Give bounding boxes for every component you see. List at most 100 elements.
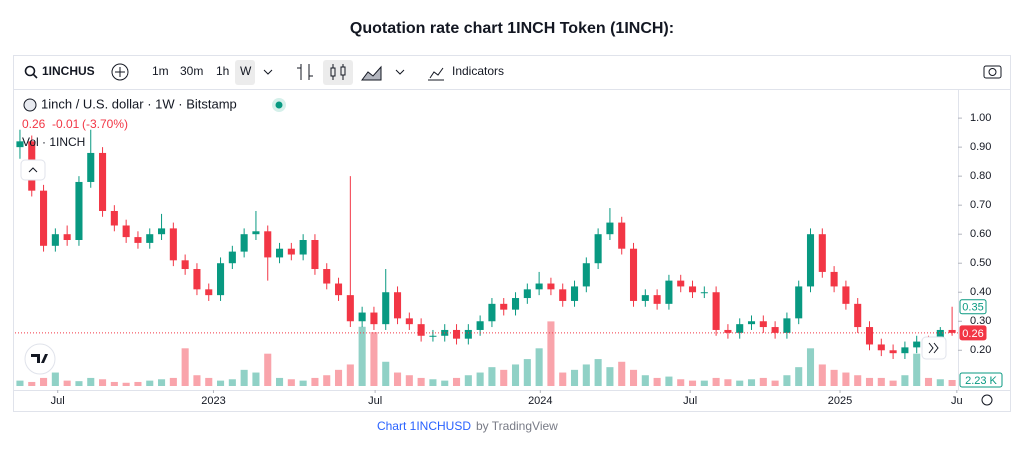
volume-bar bbox=[511, 364, 520, 386]
interval[interactable]: 1m bbox=[152, 64, 169, 78]
indicators-icon[interactable] bbox=[428, 67, 444, 81]
volume-bar bbox=[523, 359, 531, 386]
legend-symbol: 1inch / U.S. dollar · 1W · Bitstamp bbox=[41, 96, 237, 111]
candle-body bbox=[618, 222, 626, 249]
candle-body bbox=[606, 222, 614, 235]
symbol-logo bbox=[23, 98, 37, 112]
candle-body bbox=[712, 292, 720, 330]
page-title: Quotation rate chart 1INCH Token (1INCH)… bbox=[350, 20, 674, 37]
volume-bar bbox=[948, 379, 956, 386]
snapshot-icon[interactable] bbox=[983, 65, 1002, 79]
settings-icon[interactable] bbox=[981, 394, 993, 406]
volume-bar bbox=[889, 380, 897, 386]
footer-link[interactable]: Chart 1INCHUSD bbox=[377, 419, 471, 433]
volume-bar bbox=[158, 379, 166, 386]
volume-bar bbox=[594, 359, 602, 386]
price-tag bbox=[959, 299, 987, 315]
candle-body bbox=[16, 141, 24, 148]
candle-body bbox=[842, 286, 850, 304]
price-tag-label: 0.35 bbox=[962, 302, 983, 314]
candle-body bbox=[417, 324, 425, 336]
candle-body bbox=[747, 321, 756, 325]
scroll-icon bbox=[928, 342, 939, 354]
footer-by: by TradingView bbox=[476, 419, 558, 433]
candle-body bbox=[523, 289, 531, 299]
candle-body bbox=[63, 234, 71, 240]
volume-bar bbox=[370, 332, 378, 386]
candle-body bbox=[783, 318, 791, 333]
volume-bar bbox=[264, 353, 272, 386]
volume-bar bbox=[276, 377, 284, 386]
bar-type-icon[interactable] bbox=[297, 64, 313, 80]
volume-bar bbox=[641, 375, 649, 386]
volume-bar bbox=[75, 381, 83, 386]
dropdown[interactable] bbox=[263, 69, 273, 75]
candle-body bbox=[877, 344, 885, 351]
chart-type-bg bbox=[323, 60, 353, 85]
candle-body bbox=[205, 289, 213, 296]
volume-bar bbox=[559, 372, 567, 386]
indicators[interactable]: Indicators bbox=[452, 64, 504, 78]
legend-change-pct: (-3.70%) bbox=[82, 117, 128, 131]
volume-bar bbox=[287, 379, 295, 386]
area-icon[interactable] bbox=[361, 65, 382, 81]
search-icon[interactable] bbox=[24, 65, 36, 77]
scroll-button[interactable] bbox=[921, 336, 947, 360]
candle-body bbox=[334, 283, 343, 296]
candle-body bbox=[276, 248, 284, 258]
candle-body bbox=[570, 286, 579, 301]
candle-body bbox=[500, 303, 508, 310]
volume-bar bbox=[358, 326, 366, 386]
volume-bar bbox=[382, 361, 390, 386]
volume-bar bbox=[205, 377, 213, 386]
volume-bar bbox=[700, 380, 708, 386]
candle-body bbox=[382, 292, 390, 325]
price-tag-label: 0.26 bbox=[962, 328, 983, 340]
volume-bar bbox=[688, 380, 697, 386]
y-tick-label: 0.20 bbox=[970, 344, 991, 356]
candle-body bbox=[476, 321, 484, 330]
price-tag bbox=[959, 325, 987, 341]
add-symbol bbox=[115, 67, 125, 77]
volume-bar bbox=[122, 382, 130, 386]
dropdown[interactable] bbox=[395, 69, 405, 75]
collapse-button[interactable] bbox=[20, 159, 46, 181]
legend-volume: Vol · 1INCH bbox=[22, 135, 85, 149]
volume-bar bbox=[618, 361, 626, 386]
volume-bar bbox=[677, 379, 685, 386]
volume-bar bbox=[311, 377, 319, 386]
volume-bar bbox=[783, 375, 791, 386]
candle-body bbox=[122, 225, 130, 238]
volume-bar bbox=[40, 377, 48, 386]
candle-body bbox=[240, 234, 248, 252]
interval[interactable]: W bbox=[240, 64, 252, 78]
candle-body bbox=[193, 269, 201, 290]
add-symbol[interactable] bbox=[111, 63, 129, 81]
interval[interactable]: 30m bbox=[180, 64, 203, 78]
volume-bar bbox=[299, 380, 307, 386]
candle-body bbox=[87, 152, 95, 182]
volume-bar bbox=[146, 380, 154, 386]
candle-body bbox=[759, 321, 767, 328]
y-tick-label: 0.60 bbox=[970, 228, 991, 240]
candle-body bbox=[452, 329, 461, 339]
volume-bar bbox=[865, 377, 874, 386]
interval[interactable]: 1h bbox=[216, 64, 229, 78]
candle-body bbox=[393, 292, 402, 319]
candle-body bbox=[358, 312, 366, 322]
x-tick-label: Jul bbox=[368, 395, 382, 407]
volume-bar bbox=[854, 375, 862, 386]
x-tick-label: 2024 bbox=[528, 395, 552, 407]
candle-body bbox=[264, 231, 272, 258]
volume-bar bbox=[665, 376, 673, 386]
symbol[interactable]: 1INCHUS bbox=[42, 64, 95, 78]
candle-body bbox=[559, 289, 567, 301]
x-tick-label: Jul bbox=[51, 395, 65, 407]
candle-body bbox=[830, 271, 838, 287]
candle-body bbox=[535, 283, 543, 290]
volume-bar bbox=[877, 377, 885, 386]
legend-last: 0.26 bbox=[22, 117, 46, 131]
volume-bar bbox=[535, 348, 543, 386]
y-tick-label: 0.70 bbox=[970, 199, 991, 211]
